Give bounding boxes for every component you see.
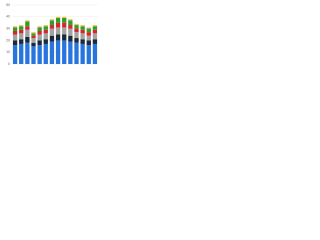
bar-segment: [80, 25, 85, 27]
bar-segment: [31, 42, 36, 47]
bar-segment: [62, 22, 67, 28]
bar-segment: [74, 32, 79, 39]
bar-segment: [25, 20, 30, 22]
bar-segment: [62, 40, 67, 64]
bar-segment: [74, 42, 79, 64]
bar-segment: [49, 28, 55, 36]
bar-segment: [80, 26, 85, 30]
bar-segment: [80, 39, 85, 44]
bar-segment: [37, 27, 42, 31]
bar-segment: [55, 17, 61, 23]
bar-segment: [19, 25, 24, 27]
bar-segment: [68, 25, 73, 29]
bar-segment: [68, 28, 73, 36]
bar-segment: [55, 27, 61, 35]
y-tick-label: 20: [6, 38, 10, 42]
bar-segment: [31, 38, 36, 43]
bar-segment: [19, 33, 24, 40]
bar-segment: [86, 27, 91, 29]
bar-segment: [92, 25, 98, 27]
y-tick-label: 0: [8, 62, 10, 66]
bar-segment: [68, 35, 73, 42]
bar-segment: [43, 43, 48, 64]
bar-segment: [49, 35, 55, 42]
y-tick-label: 50: [6, 3, 10, 7]
bar-segment: [55, 22, 61, 28]
bar-segment: [74, 23, 79, 26]
bar-segment: [31, 33, 36, 36]
bar-segment: [43, 29, 48, 34]
bar-segment: [74, 38, 79, 43]
bar-segment: [49, 41, 55, 64]
bar-segment: [43, 33, 48, 40]
bar-segment: [12, 34, 18, 41]
bar-segment: [62, 16, 67, 18]
bar-segment: [12, 27, 18, 31]
bar-segment: [25, 36, 30, 43]
bar-segment: [92, 43, 98, 64]
bar-segment: [19, 29, 24, 34]
bar-segment: [25, 26, 30, 30]
bar-segment: [55, 40, 61, 64]
bar-segment: [31, 32, 36, 34]
bar-segment: [74, 28, 79, 33]
bar-segment: [62, 17, 67, 23]
bar-segment: [31, 46, 36, 64]
bar-segment: [92, 26, 98, 30]
y-tick-label: 30: [6, 27, 10, 31]
bar-segment: [25, 21, 30, 27]
bar-segment: [49, 25, 55, 29]
bar-segment: [86, 45, 91, 64]
bar-segment: [55, 16, 61, 18]
bar-segment: [80, 43, 85, 64]
bar-segment: [68, 19, 73, 21]
bar-segment: [37, 45, 42, 64]
bar-segment: [12, 40, 18, 46]
chart: 0 10 20 30 40 50: [6, 3, 98, 66]
bar-segment: [55, 34, 61, 41]
bar-segment: [37, 34, 42, 41]
bar-segment: [62, 34, 67, 41]
bar-segment: [68, 20, 73, 26]
bar-segment: [86, 28, 91, 33]
bar-segment: [12, 45, 18, 64]
bar-segment: [80, 33, 85, 40]
y-tick-label: 40: [6, 15, 10, 19]
bar-segment: [92, 39, 98, 44]
bar-segment: [62, 27, 67, 35]
bar-segment: [37, 30, 42, 35]
bar-segment: [43, 39, 48, 44]
bar-segment: [19, 43, 24, 64]
y-tick-label: 10: [6, 50, 10, 54]
bar-segment: [37, 40, 42, 46]
bar-segment: [43, 26, 48, 30]
bar-segment: [37, 26, 42, 28]
bar-segment: [86, 32, 91, 36]
bar-segment: [49, 19, 55, 21]
bar-segment: [68, 41, 73, 64]
bar-segment: [80, 29, 85, 34]
bar-segment: [86, 35, 91, 41]
bar-segment: [86, 40, 91, 46]
bar-segment: [92, 33, 98, 40]
bar-segment: [49, 20, 55, 26]
bar-segment: [31, 35, 36, 39]
bar-segment: [43, 25, 48, 27]
bar-segment: [25, 29, 30, 37]
bar-segment: [25, 42, 30, 64]
bar-segment: [92, 29, 98, 34]
bar-segment: [19, 26, 24, 30]
bar-segment: [12, 26, 18, 28]
bar-segment: [12, 30, 18, 35]
bar-segment: [74, 25, 79, 29]
bar-segment: [19, 39, 24, 44]
